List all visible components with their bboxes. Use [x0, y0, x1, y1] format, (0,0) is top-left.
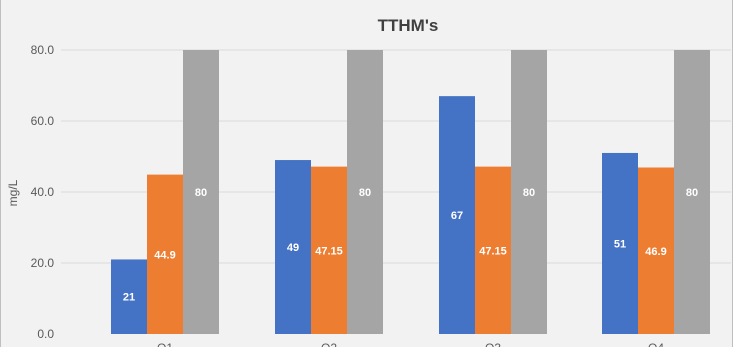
bar: [275, 160, 311, 334]
x-tick-labels: Q1 Q2 Q3 Q4: [157, 341, 664, 347]
data-label: 47.15: [479, 245, 507, 257]
y-tick-label: 80.0: [31, 43, 55, 57]
x-tick-label: Q2: [321, 341, 337, 347]
bar: [183, 50, 219, 334]
bar: [311, 166, 347, 334]
data-label: 46.9: [645, 246, 666, 258]
data-label: 47.15: [315, 245, 343, 257]
data-label: 67: [451, 210, 463, 222]
data-label: 51: [614, 238, 626, 250]
y-tick-labels: 0.0 20.0 40.0 60.0 80.0: [31, 43, 55, 341]
data-label: 49: [287, 242, 299, 254]
y-tick-label: 20.0: [31, 256, 55, 270]
bar: [638, 167, 674, 334]
chart-title: TTHM's: [378, 16, 439, 35]
data-label: 80: [686, 187, 698, 199]
y-tick-label: 0.0: [37, 327, 54, 341]
bar: [147, 174, 183, 334]
data-label: 80: [359, 187, 371, 199]
bars: [111, 50, 710, 335]
bar: [511, 50, 547, 334]
bar: [674, 50, 710, 334]
y-tick-label: 40.0: [31, 185, 55, 199]
data-label: 44.9: [154, 249, 175, 261]
data-label: 80: [195, 187, 207, 199]
data-labels: 21 44.9 80 49 47.15 80 67 47.15 80 51 46.9 80: [123, 187, 698, 304]
bar: [111, 259, 147, 334]
data-label: 80: [523, 187, 535, 199]
bar: [439, 96, 475, 335]
x-tick-label: Q4: [648, 341, 664, 347]
y-tick-label: 60.0: [31, 114, 55, 128]
data-label: 21: [123, 292, 135, 304]
bar: [347, 50, 383, 334]
bar: [602, 152, 638, 334]
bar: [475, 166, 511, 334]
x-tick-label: Q3: [485, 341, 501, 347]
x-tick-label: Q1: [157, 341, 173, 347]
y-axis-label: mg/L: [6, 179, 20, 206]
